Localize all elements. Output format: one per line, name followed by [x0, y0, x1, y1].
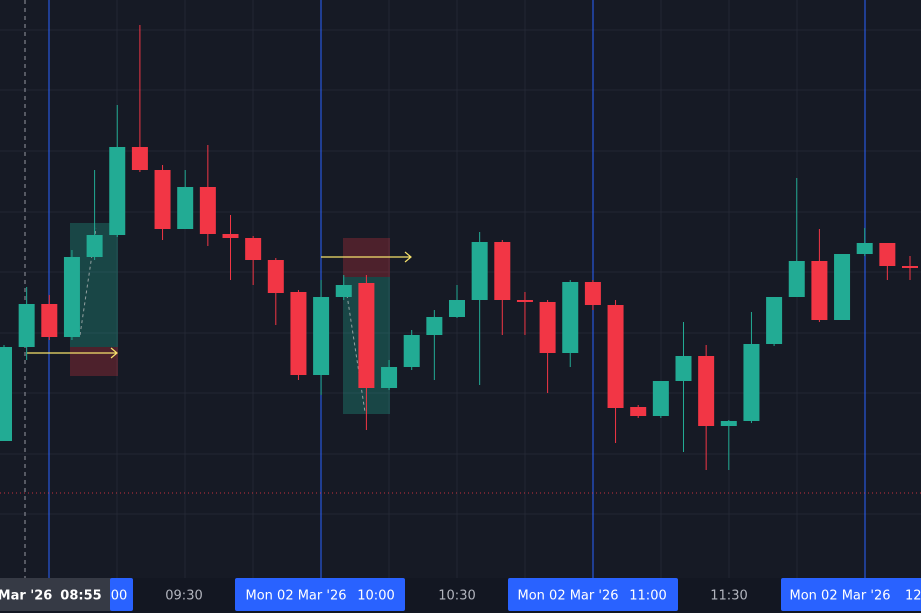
date-label-bg — [781, 578, 921, 611]
candle-body — [41, 304, 58, 337]
x-tick-label: Mon 02 Mar '26 — [790, 589, 891, 604]
candles — [0, 25, 918, 470]
candle-body — [720, 421, 737, 426]
trade-path — [346, 294, 366, 413]
loss-zone — [70, 347, 118, 376]
candle-body — [449, 300, 465, 317]
x-tick-label: 11:00 — [629, 589, 666, 604]
date-label-bg — [508, 578, 678, 611]
candle-body — [18, 304, 35, 347]
candle-body — [199, 187, 216, 234]
candle-body — [290, 292, 307, 375]
crosshair-label — [0, 578, 110, 611]
candle-body — [358, 283, 375, 388]
candle-body — [630, 407, 647, 416]
candle-body — [856, 243, 873, 254]
x-tick-label: 12 — [905, 589, 921, 604]
time-axis — [0, 578, 921, 613]
candle-body — [834, 254, 851, 320]
candle-body — [267, 260, 284, 293]
candle-body — [766, 297, 783, 344]
candle-body — [788, 261, 805, 297]
candle-body — [335, 285, 352, 297]
candle-body — [177, 187, 194, 229]
candle-body — [86, 235, 103, 257]
date-label-bg — [235, 578, 405, 611]
date-label-bg — [110, 578, 133, 611]
candle-body — [516, 300, 533, 302]
candle-body — [811, 261, 828, 320]
grid — [0, 0, 921, 578]
candle-body — [675, 356, 692, 381]
candle-body — [584, 282, 601, 305]
candle-body — [879, 243, 896, 266]
candle-body — [154, 170, 171, 229]
candle-body — [222, 234, 239, 238]
candle-body — [109, 147, 126, 235]
candle-body — [562, 282, 579, 353]
arrow — [27, 347, 118, 359]
candle-body — [381, 367, 398, 388]
candle-body — [245, 238, 262, 260]
candle-body — [652, 381, 669, 416]
candle-body — [131, 147, 148, 170]
candle-body — [403, 335, 420, 367]
candle-body — [698, 356, 715, 426]
candle-body — [313, 297, 330, 375]
x-tick-label: 00 — [111, 589, 128, 604]
candle-body — [743, 344, 760, 421]
x-tick-label: 10:30 — [438, 589, 475, 604]
x-tick-label: 10:00 — [357, 589, 394, 604]
x-tick-label: 11:30 — [710, 589, 747, 604]
candle-body — [471, 242, 488, 300]
x-tick-label: 08:55 — [60, 589, 101, 604]
x-tick-label: Mon 02 Mar '26 — [518, 589, 619, 604]
x-tick-label: 09:30 — [165, 589, 202, 604]
arrows — [27, 251, 412, 359]
candle-body — [426, 317, 443, 335]
x-tick-label: Mon 02 Mar '26 — [246, 589, 347, 604]
candle-body — [63, 257, 80, 337]
time-labels: Mar '26 08:55 00 09:30 Mon 02 Mar '26 10:00 10… — [0, 589, 921, 604]
x-tick-label: Mar '26 — [0, 589, 52, 604]
candle-body — [607, 305, 624, 408]
candle-body — [0, 347, 12, 441]
candle-body — [902, 266, 918, 268]
candle-body — [539, 302, 556, 353]
candle-body — [494, 242, 511, 300]
arrow — [321, 251, 412, 263]
